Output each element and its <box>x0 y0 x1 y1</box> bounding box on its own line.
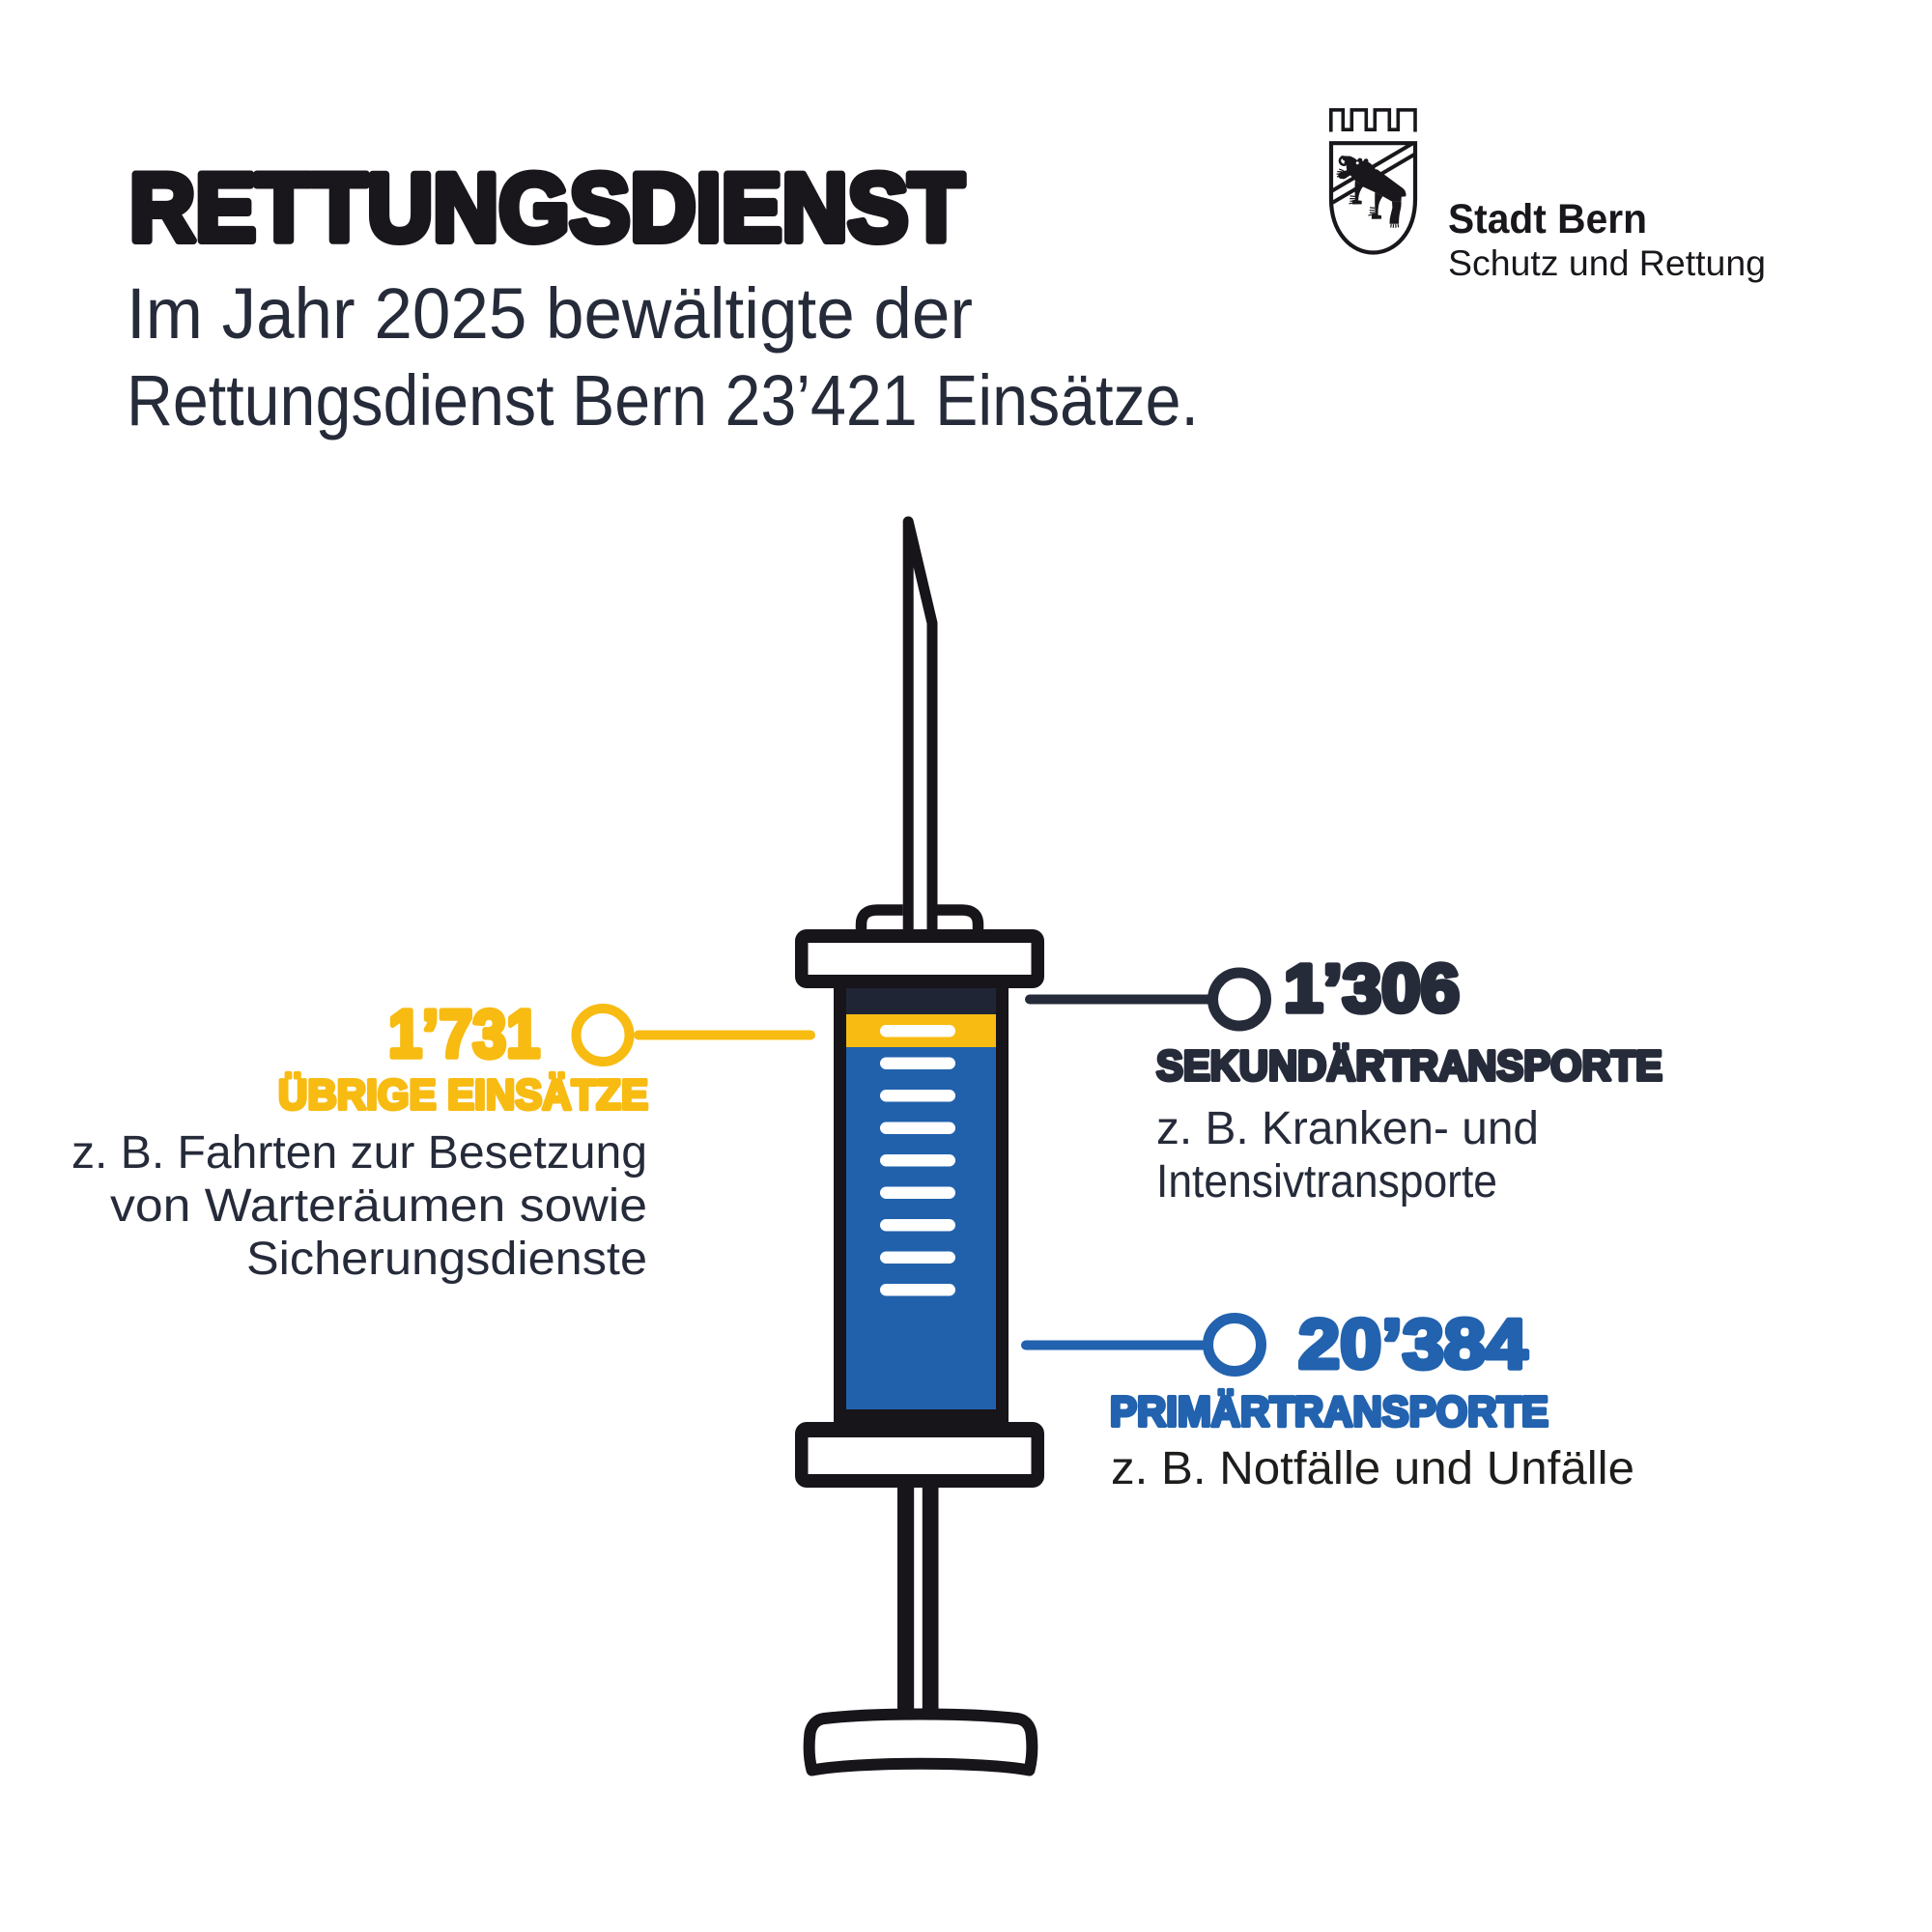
svg-text:ÜBRIGE EINSÄTZE: ÜBRIGE EINSÄTZE <box>278 1071 648 1119</box>
svg-text:1’306: 1’306 <box>1284 951 1460 1026</box>
svg-text:20’384: 20’384 <box>1298 1306 1527 1383</box>
svg-text:Schutz und Rettung: Schutz und Rettung <box>1448 243 1766 283</box>
svg-text:z. B. Fahrten zur Besetzung: z. B. Fahrten zur Besetzung <box>71 1127 647 1179</box>
svg-text:SEKUNDÄRTRANSPORTE: SEKUNDÄRTRANSPORTE <box>1156 1042 1662 1090</box>
svg-text:z. B. Kranken- und: z. B. Kranken- und <box>1156 1103 1539 1154</box>
svg-text:Rettungsdienst Bern 23’421 Ein: Rettungsdienst Bern 23’421 Einsätze. <box>127 360 1199 440</box>
svg-text:Sicherungsdienste: Sicherungsdienste <box>246 1234 647 1285</box>
svg-text:von Warteräumen sowie: von Warteräumen sowie <box>110 1180 647 1232</box>
svg-text:Intensivtransporte: Intensivtransporte <box>1156 1156 1497 1208</box>
svg-text:Stadt Bern: Stadt Bern <box>1448 196 1647 242</box>
svg-text:Im Jahr 2025 bewältigte der: Im Jahr 2025 bewältigte der <box>127 273 973 354</box>
svg-text:z. B. Notfälle und Unfälle: z. B. Notfälle und Unfälle <box>1111 1443 1634 1494</box>
svg-text:RETTUNGSDIENST: RETTUNGSDIENST <box>129 154 964 261</box>
svg-text:1’731: 1’731 <box>388 996 540 1071</box>
svg-text:PRIMÄRTRANSPORTE: PRIMÄRTRANSPORTE <box>1110 1388 1548 1435</box>
